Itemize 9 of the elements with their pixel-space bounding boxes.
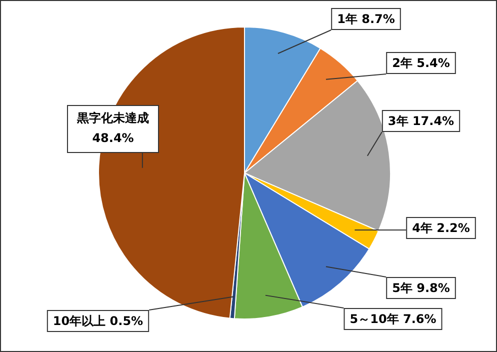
slice-label: 5～10年 7.6%	[350, 312, 436, 326]
slice-label: 10年以上 0.5%	[52, 314, 144, 328]
slice-label: 黒字化未達成	[76, 111, 149, 126]
slice-label: 1年 8.7%	[337, 12, 395, 26]
slice-label: 3年 17.4%	[388, 114, 454, 128]
slice-label: 5年 9.8%	[392, 281, 450, 296]
slice-label: 4年 2.2%	[412, 221, 470, 236]
data-label: 48.4%	[92, 131, 134, 146]
slice-label: 2年 5.4%	[392, 56, 450, 70]
